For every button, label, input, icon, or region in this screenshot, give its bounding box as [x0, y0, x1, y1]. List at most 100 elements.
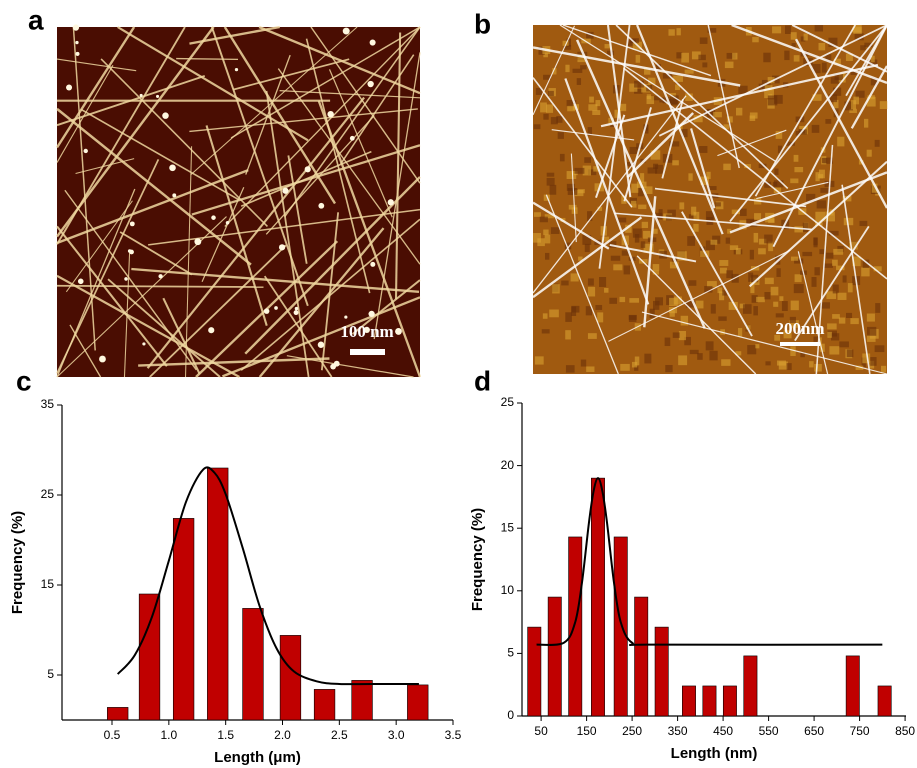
texture — [618, 217, 627, 223]
fiber — [564, 78, 650, 305]
texture — [862, 259, 870, 268]
texture — [564, 45, 572, 50]
texture — [653, 300, 660, 310]
fiber — [609, 244, 697, 263]
particle — [367, 80, 374, 88]
particle — [172, 193, 177, 198]
texture — [749, 249, 754, 260]
texture — [669, 92, 676, 98]
texture — [832, 284, 839, 294]
texture — [699, 37, 708, 44]
texture — [795, 131, 801, 136]
texture — [665, 364, 673, 373]
particle — [75, 51, 80, 56]
texture — [607, 50, 614, 56]
fiber — [731, 23, 888, 84]
particle — [330, 363, 337, 370]
texture — [751, 274, 759, 283]
fiber — [75, 158, 135, 174]
texture — [790, 32, 797, 40]
texture — [836, 265, 845, 271]
texture — [793, 154, 799, 162]
bar — [351, 680, 373, 721]
particle — [327, 110, 334, 118]
bar — [242, 608, 264, 721]
fiber — [845, 24, 888, 97]
texture — [793, 55, 800, 62]
x-axis-label: Length (nm) — [671, 745, 758, 762]
texture — [652, 264, 660, 271]
texture — [650, 150, 661, 160]
texture — [827, 323, 837, 330]
texture — [717, 287, 723, 294]
texture — [647, 167, 658, 174]
texture — [819, 343, 825, 352]
texture — [794, 226, 804, 233]
fiber — [244, 176, 421, 355]
texture — [821, 302, 830, 309]
texture — [630, 200, 637, 208]
texture — [700, 176, 710, 186]
texture — [723, 163, 731, 171]
fiber — [317, 100, 422, 378]
x-tick-label: 2.5 — [331, 728, 348, 742]
texture — [546, 172, 555, 177]
texture — [618, 103, 627, 112]
texture — [789, 316, 796, 324]
texture — [764, 181, 772, 188]
texture — [725, 237, 731, 244]
texture — [870, 55, 875, 63]
texture — [586, 366, 595, 372]
texture — [837, 136, 845, 147]
x-tick-label: 2.0 — [274, 728, 291, 742]
texture — [791, 43, 796, 50]
texture — [580, 359, 587, 367]
texture — [706, 171, 711, 180]
texture — [678, 355, 688, 366]
texture — [691, 51, 701, 60]
fiber — [131, 267, 420, 294]
particle — [66, 84, 73, 91]
texture — [704, 285, 713, 293]
texture — [846, 312, 853, 318]
particle — [349, 135, 355, 141]
texture — [604, 287, 609, 293]
fiber — [850, 65, 888, 129]
texture — [832, 314, 840, 319]
texture — [746, 218, 755, 224]
bar — [845, 655, 860, 717]
texture — [853, 25, 862, 34]
x-tick-label: 3.5 — [445, 728, 462, 742]
texture — [543, 113, 549, 120]
texture — [800, 352, 805, 358]
texture — [790, 346, 796, 356]
texture — [775, 131, 783, 139]
fiber — [532, 201, 610, 250]
fiber — [65, 200, 133, 293]
particle — [282, 187, 289, 194]
texture — [643, 243, 654, 253]
texture — [813, 237, 818, 246]
texture — [828, 94, 838, 103]
texture — [739, 208, 747, 217]
texture — [695, 300, 704, 309]
texture — [744, 164, 752, 169]
x-tick-label: 1.0 — [160, 728, 177, 742]
texture — [566, 99, 577, 107]
fiber — [756, 181, 829, 200]
fiber — [623, 107, 652, 202]
fiber — [80, 108, 240, 201]
texture — [631, 361, 638, 368]
texture — [668, 307, 678, 314]
particle — [208, 327, 215, 334]
texture — [568, 204, 577, 210]
texture — [754, 213, 762, 220]
bar — [527, 626, 542, 717]
texture — [818, 169, 825, 179]
x-tick-label: 650 — [804, 724, 824, 738]
texture — [800, 36, 806, 42]
fiber — [265, 90, 310, 378]
texture — [713, 111, 722, 118]
texture — [567, 188, 578, 195]
texture — [680, 315, 689, 326]
